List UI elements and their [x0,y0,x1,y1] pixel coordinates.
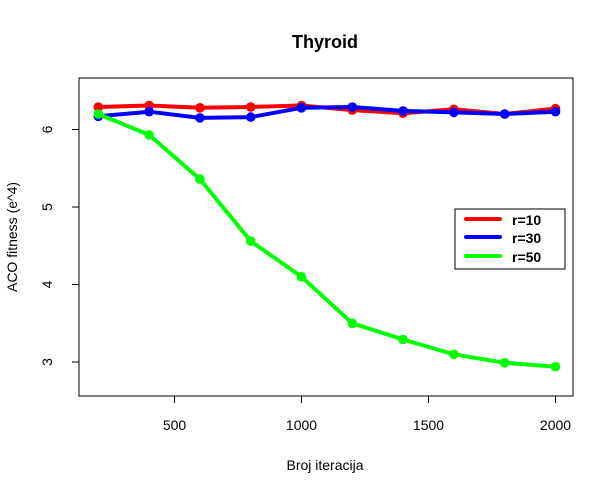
data-point-r50-600 [195,174,205,184]
legend-label-r30: r=30 [512,230,541,246]
data-point-r50-200 [93,109,104,119]
data-point-r30-600 [195,113,205,123]
x-axis: 500 1000 1500 2000 [163,396,571,433]
data-point-r50-1800 [499,358,510,368]
y-tick-label-3: 3 [39,358,55,366]
y-tick-label-6: 6 [39,125,55,133]
data-point-r30-1400 [398,106,408,116]
data-point-r50-400 [144,130,154,140]
y-axis: 3 4 5 6 [39,125,79,366]
y-axis-title: ACO fitness (e^4) [4,182,20,292]
chart-title: Thyroid [292,32,358,52]
data-point-r50-1000 [296,272,307,282]
data-point-r30-1800 [499,109,510,119]
data-point-r30-1000 [296,103,307,113]
y-tick-label-5: 5 [39,203,55,211]
data-point-r50-1200 [347,318,358,329]
y-tick-label-4: 4 [39,280,55,288]
x-tick-label-1000: 1000 [286,417,317,433]
data-point-r50-1400 [398,334,408,345]
series-layer [93,100,561,372]
legend-label-r50: r=50 [512,249,541,265]
x-tick-label-2000: 2000 [540,417,571,433]
plot-frame [78,77,574,397]
x-tick-label-500: 500 [163,417,187,433]
data-point-r50-1600 [449,349,459,360]
x-tick-label-1500: 1500 [413,417,444,433]
legend: r=10 r=30 r=50 [454,208,566,270]
data-point-r10-800 [245,102,256,112]
series-line-r50 [96,112,558,369]
data-point-r30-1200 [347,102,358,112]
series-line-r30 [96,105,558,120]
data-point-r10-600 [195,103,205,113]
data-point-r30-1600 [449,107,459,118]
data-point-r30-800 [245,112,256,122]
data-point-r30-400 [144,106,154,117]
data-point-r10-200 [93,102,104,112]
data-point-r50-800 [245,236,256,246]
data-point-r50-2000 [550,361,561,372]
data-point-r30-2000 [550,106,561,117]
x-axis-title: Broj iteracija [286,457,363,473]
legend-label-r10: r=10 [512,212,541,228]
